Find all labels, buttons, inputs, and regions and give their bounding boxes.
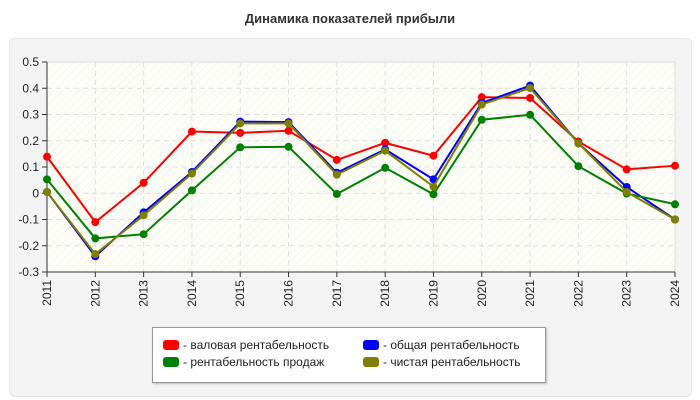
chart-title: Динамика показателей прибыли: [244, 11, 456, 26]
series-line-3: [46, 86, 676, 256]
y-tick-label: 0.4: [22, 81, 39, 95]
data-point: [43, 187, 51, 196]
y-tick-label: -0.1: [18, 213, 39, 227]
legend-swatch: [363, 340, 379, 350]
data-point: [381, 138, 390, 147]
data-point: [671, 161, 679, 170]
y-tick-label: -0.2: [18, 239, 39, 253]
y-tick-label: -0.3: [18, 265, 39, 279]
data-point: [381, 163, 390, 172]
legend-label: - валовая рентабельность: [183, 338, 330, 352]
data-point: [284, 119, 293, 128]
data-point: [91, 218, 100, 227]
legend-item-sales: - рентабельность продаж: [163, 355, 324, 369]
data-point: [526, 83, 535, 92]
data-point: [671, 200, 679, 209]
x-tick-label: 2023: [620, 280, 634, 307]
data-point: [187, 186, 196, 195]
x-tick-label: 2024: [668, 280, 682, 307]
series-line-2: [46, 113, 676, 240]
x-tick-label: 2017: [330, 280, 344, 307]
data-point: [574, 162, 583, 171]
x-tick-label: 2015: [233, 280, 247, 307]
x-tick-label: 2019: [426, 280, 440, 307]
data-point: [477, 100, 486, 109]
legend-swatch: [363, 357, 379, 367]
legend: - валовая рентабельность - общая рентабе…: [152, 327, 546, 383]
data-point: [429, 151, 438, 160]
legend-item-net: - чистая рентабельность: [363, 355, 520, 369]
data-point: [187, 127, 196, 136]
data-point: [477, 115, 486, 124]
data-point: [236, 128, 245, 137]
data-point: [477, 93, 486, 102]
legend-label: - чистая рентабельность: [383, 355, 521, 369]
x-tick-label: 2022: [571, 280, 585, 307]
data-point: [429, 190, 438, 199]
x-tick-label: 2014: [185, 280, 199, 307]
data-point: [671, 215, 679, 224]
y-tick-label: 0.5: [22, 55, 39, 69]
data-point: [139, 230, 148, 239]
data-point: [91, 250, 100, 259]
legend-swatch: [163, 340, 179, 350]
data-point: [429, 182, 438, 191]
data-point: [574, 139, 583, 148]
legend-swatch: [163, 357, 179, 367]
data-point: [139, 178, 148, 187]
x-tick-label: 2016: [282, 280, 296, 307]
legend-label: - общая рентабельность: [383, 338, 520, 352]
data-point: [236, 143, 245, 152]
data-point: [332, 190, 341, 199]
data-point: [187, 169, 196, 178]
data-point: [284, 142, 293, 151]
y-tick-label: 0.1: [22, 160, 39, 174]
data-point: [622, 165, 631, 174]
x-tick-label: 2020: [475, 280, 489, 307]
data-point: [43, 152, 51, 161]
data-point: [526, 93, 535, 102]
legend-item-total: - общая рентабельность: [363, 338, 520, 352]
x-tick-label: 2021: [523, 280, 537, 307]
y-tick-label: 0.2: [22, 134, 39, 148]
x-tick-label: 2013: [137, 280, 151, 307]
data-point: [332, 170, 341, 179]
data-point: [622, 187, 631, 196]
legend-label: - рентабельность продаж: [183, 355, 325, 369]
data-point: [43, 175, 51, 184]
x-tick-label: 2012: [88, 280, 102, 307]
data-point: [91, 234, 100, 243]
y-tick-label: 0.3: [22, 108, 39, 122]
x-tick-label: 2011: [40, 280, 54, 306]
legend-item-gross: - валовая рентабельность: [163, 338, 329, 352]
data-point: [284, 126, 293, 135]
data-point: [332, 155, 341, 164]
y-tick-label: 0: [32, 186, 39, 200]
data-point: [381, 146, 390, 155]
data-point: [526, 110, 535, 119]
data-point: [139, 211, 148, 220]
data-point: [236, 119, 245, 128]
x-tick-label: 2018: [378, 280, 392, 307]
